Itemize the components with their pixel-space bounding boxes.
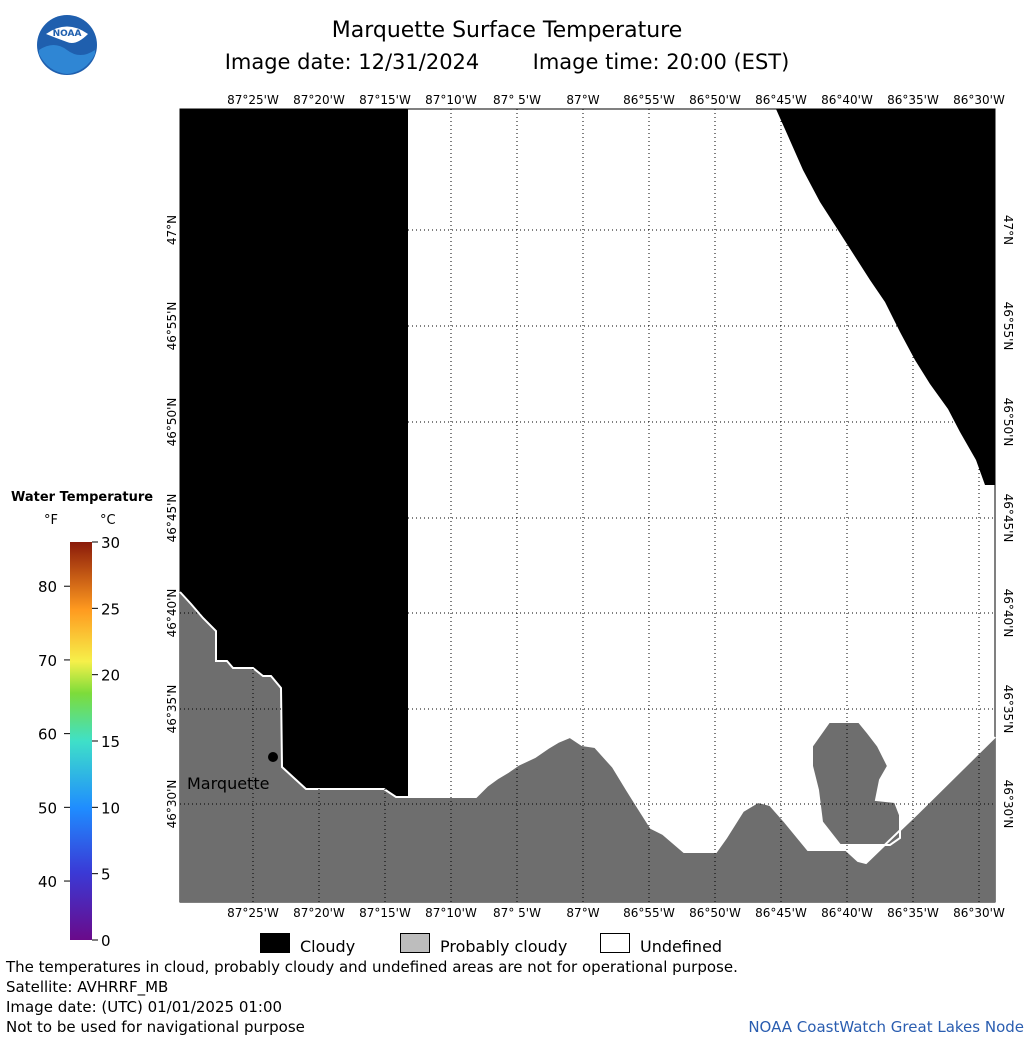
image-time: Image time: 20:00 (EST) (532, 50, 790, 74)
colorbar-f-label: 50 (38, 799, 57, 817)
colorbar-c-label: 15 (101, 733, 120, 751)
latitude-label: 46°50'N (165, 398, 179, 447)
island (811, 721, 901, 846)
longitude-label: 87°10'W (425, 906, 477, 920)
longitude-label: 87°25'W (227, 93, 279, 107)
utc-date: Image date: (UTC) 01/01/2025 01:00 (6, 998, 283, 1016)
noaa-logo-icon: NOAA (37, 15, 97, 75)
longitude-label: 87°20'W (293, 906, 345, 920)
colorbar-c-label: 30 (101, 534, 120, 552)
legend-label-cloudy: Cloudy (300, 937, 356, 956)
colorbar-unit-f: °F (44, 513, 58, 528)
colorbar-f-label: 60 (38, 726, 57, 744)
longitude-label: 86°35'W (887, 93, 939, 107)
latitude-label: 46°30'N (165, 780, 179, 829)
longitude-label: 87°W (566, 93, 599, 107)
colorbar-gradient (70, 542, 92, 940)
navigation-note: Not to be used for navigational purpose (6, 1018, 305, 1036)
land-region (180, 592, 995, 902)
colorbar-c-label: 10 (101, 799, 120, 817)
colorbar-c-label: 5 (101, 866, 111, 884)
latitude-label: 46°30'N (1001, 780, 1015, 829)
colorbar-f-label: 70 (38, 652, 57, 670)
image-date-time: Image date: 12/31/2024 Image time: 20:00… (180, 50, 834, 74)
latitude-label: 46°35'N (1001, 685, 1015, 734)
cloud-region-northeast (776, 109, 995, 485)
colorbar-c-label: 25 (101, 600, 120, 618)
longitude-label: 87°20'W (293, 93, 345, 107)
longitude-label: 86°50'W (689, 93, 741, 107)
longitude-label: 86°35'W (887, 906, 939, 920)
page-title: Marquette Surface Temperature (331, 18, 683, 43)
graticule (180, 109, 995, 902)
longitude-label: 86°55'W (623, 906, 675, 920)
longitude-label: 87° 5'W (493, 93, 541, 107)
marquette-marker (268, 752, 278, 762)
longitude-labels-bottom: 87°25'W 87°20'W 87°15'W 87°10'W 87° 5'W 87°W 8… (227, 906, 1005, 920)
colorbar-title: Water Temperature (11, 490, 154, 505)
longitude-label: 87°15'W (359, 93, 411, 107)
image-date: Image date: 12/31/2024 (224, 50, 480, 74)
legend-swatch-cloudy (260, 933, 290, 953)
longitude-label: 86°45'W (755, 93, 807, 107)
longitude-label: 87°10'W (425, 93, 477, 107)
longitude-label: 86°55'W (623, 93, 675, 107)
latitude-label: 46°50'N (1001, 398, 1015, 447)
longitude-label: 86°40'W (821, 906, 873, 920)
legend-label-undefined: Undefined (640, 937, 723, 956)
credit-link[interactable]: NOAA CoastWatch Great Lakes Node (748, 1018, 1024, 1036)
latitude-labels-left: 47°N 46°55'N 46°50'N 46°45'N 46°40'N 46°35'N 4… (165, 215, 179, 829)
longitude-labels-top: 87°25'W 87°20'W 87°15'W 87°10'W 87° 5'W 87°W 8… (227, 93, 1005, 107)
disclaimer: The temperatures in cloud, probably clou… (6, 958, 738, 976)
latitude-labels-right: 47°N 46°55'N 46°50'N 46°45'N 46°40'N 46°35'N 4… (1001, 215, 1015, 829)
latitude-label: 46°40'N (165, 589, 179, 638)
longitude-label: 87°15'W (359, 906, 411, 920)
colorbar-f-label: 80 (38, 578, 57, 596)
longitude-label: 86°30'W (953, 93, 1005, 107)
longitude-label: 87°W (566, 906, 599, 920)
latitude-label: 46°55'N (165, 302, 179, 351)
legend-label-probably-cloudy: Probably cloudy (440, 937, 568, 956)
longitude-label: 86°40'W (821, 93, 873, 107)
latitude-label: 46°40'N (1001, 589, 1015, 638)
colorbar-unit-c: °C (100, 513, 116, 528)
legend-swatch-undefined (600, 933, 630, 953)
longitude-label: 87° 5'W (493, 906, 541, 920)
marquette-label: Marquette (187, 774, 269, 793)
latitude-label: 47°N (1001, 215, 1015, 245)
longitude-label: 86°45'W (755, 906, 807, 920)
legend-swatch-probably-cloudy (400, 933, 430, 953)
longitude-label: 86°30'W (953, 906, 1005, 920)
satellite-info: Satellite: AVHRRF_MB (6, 978, 169, 996)
latitude-label: 46°35'N (165, 685, 179, 734)
latitude-label: 46°45'N (1001, 494, 1015, 543)
colorbar-c-label: 0 (101, 932, 111, 950)
longitude-label: 87°25'W (227, 906, 279, 920)
latitude-label: 46°55'N (1001, 302, 1015, 351)
latitude-label: 47°N (165, 215, 179, 245)
cloud-region-west (180, 109, 408, 797)
latitude-label: 46°45'N (165, 494, 179, 543)
colorbar-f-label: 40 (38, 873, 57, 891)
map-area: Marquette (179, 108, 996, 903)
colorbar-c-label: 20 (101, 667, 120, 685)
longitude-label: 86°50'W (689, 906, 741, 920)
logo-text: NOAA (53, 29, 82, 39)
